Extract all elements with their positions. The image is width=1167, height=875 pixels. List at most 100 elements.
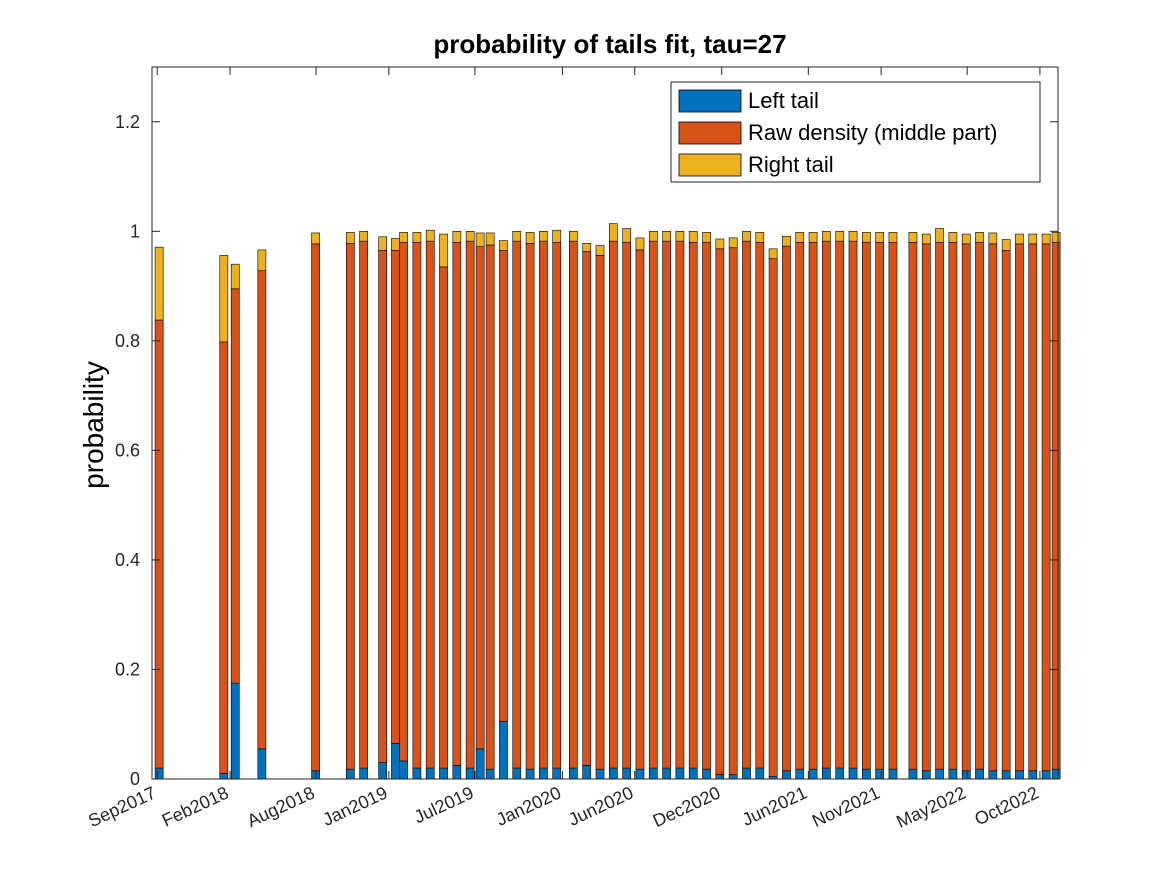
legend-swatch xyxy=(678,153,742,177)
bar-segment-left-36 xyxy=(755,767,765,780)
bar-segment-left-30 xyxy=(675,767,685,780)
bar-segment-left-55 xyxy=(1015,770,1024,780)
bar-segment-right-4 xyxy=(311,232,320,245)
bar-segment-raw-32 xyxy=(702,241,711,770)
bar-segment-raw-9 xyxy=(399,241,408,762)
bar-segment-raw-54 xyxy=(1001,250,1011,772)
bar-segment-raw-12 xyxy=(439,266,448,769)
bar-segment-right-14 xyxy=(465,231,475,242)
bar-segment-right-6 xyxy=(359,231,368,242)
bar-segment-raw-39 xyxy=(795,241,805,770)
bar-segment-right-22 xyxy=(569,231,578,242)
bar-segment-raw-34 xyxy=(728,247,738,775)
bar-segment-right-20 xyxy=(539,231,548,242)
bar-segment-right-32 xyxy=(702,232,711,243)
bar-segment-raw-13 xyxy=(452,241,462,766)
y-axis: 0 0.2 0.4 0.6 0.8 1 1.2 xyxy=(115,112,1058,789)
bar-segment-left-1 xyxy=(219,773,229,780)
bar-segment-left-5 xyxy=(345,768,355,780)
bar-segment-right-15 xyxy=(475,232,485,247)
legend-label: Right tail xyxy=(748,152,834,177)
bar-segment-right-36 xyxy=(755,232,765,243)
y-tick-label: 0 xyxy=(130,769,140,789)
bar-segment-raw-4 xyxy=(311,243,320,772)
bar-segment-left-33 xyxy=(715,774,725,780)
bar-segment-left-6 xyxy=(359,767,368,780)
bar-segment-raw-50 xyxy=(948,241,958,770)
bar-segment-raw-16 xyxy=(485,244,495,770)
bar-segment-raw-36 xyxy=(755,241,765,769)
bar-segment-left-41 xyxy=(822,767,831,780)
bar-segment-raw-55 xyxy=(1015,243,1024,772)
bar-segment-raw-42 xyxy=(835,240,845,769)
y-tick-label: 0.4 xyxy=(115,550,140,570)
bar-segment-left-42 xyxy=(835,767,845,780)
bar-segment-right-37 xyxy=(768,248,778,259)
bar-segment-raw-0 xyxy=(154,319,164,769)
bar-segment-left-21 xyxy=(552,767,562,780)
bar-segment-raw-58 xyxy=(1051,241,1061,770)
bar-segment-right-51 xyxy=(961,233,971,245)
bar-segment-right-23 xyxy=(582,243,592,252)
bar-segment-left-14 xyxy=(465,767,475,780)
bar-segment-raw-19 xyxy=(525,243,535,770)
bar-segment-left-18 xyxy=(512,767,522,780)
bar-segment-left-7 xyxy=(378,762,388,780)
bar-segment-right-16 xyxy=(485,232,495,246)
bar-segment-raw-31 xyxy=(688,241,698,769)
bar-segment-raw-8 xyxy=(391,250,400,744)
bar-segment-left-3 xyxy=(257,748,267,780)
bar-segment-left-0 xyxy=(154,767,164,780)
bar-segment-left-31 xyxy=(688,767,698,780)
bar-segment-left-50 xyxy=(948,768,958,780)
bar-segment-right-7 xyxy=(378,236,388,251)
bar-segment-right-0 xyxy=(154,246,164,321)
bar-segment-right-45 xyxy=(875,232,884,243)
bar-segment-right-44 xyxy=(861,232,871,243)
bar-segment-raw-46 xyxy=(888,241,898,770)
bar-segment-right-30 xyxy=(675,231,685,242)
bar-segment-left-35 xyxy=(742,767,751,780)
bar-segment-left-51 xyxy=(961,770,971,780)
y-tick-label: 0.2 xyxy=(115,659,140,679)
bar-segment-left-25 xyxy=(608,767,618,780)
bar-segment-left-22 xyxy=(569,767,578,780)
y-tick-label: 0.6 xyxy=(115,440,140,460)
bar-segment-right-26 xyxy=(622,228,631,243)
bar-segment-raw-10 xyxy=(412,241,422,769)
bar-segment-left-40 xyxy=(808,768,818,780)
bar-segment-raw-37 xyxy=(768,258,778,777)
bar-segment-right-3 xyxy=(257,249,267,272)
bar-segment-right-24 xyxy=(595,245,605,256)
bar-segment-left-2 xyxy=(230,682,240,780)
bar-segment-left-16 xyxy=(485,768,495,780)
bar-segment-left-28 xyxy=(648,767,658,780)
bar-segment-left-29 xyxy=(662,767,671,780)
bar-segment-raw-51 xyxy=(961,243,971,772)
bar-segment-left-34 xyxy=(728,774,738,780)
bar-segment-raw-56 xyxy=(1028,243,1038,772)
bar-segment-raw-20 xyxy=(539,240,548,769)
bar-segment-left-9 xyxy=(399,760,408,780)
bar-segment-left-10 xyxy=(412,767,422,780)
bar-segment-right-28 xyxy=(648,231,658,242)
bar-segment-raw-49 xyxy=(935,241,944,770)
bar-segment-raw-24 xyxy=(595,255,605,770)
bar-segment-left-23 xyxy=(582,765,592,780)
bar-segment-right-34 xyxy=(728,237,738,249)
bar-segment-left-43 xyxy=(848,767,858,780)
bar-segment-left-11 xyxy=(425,767,435,780)
legend-label: Left tail xyxy=(748,88,819,113)
bar-segment-right-2 xyxy=(230,263,240,290)
y-tick-label: 1.2 xyxy=(115,112,140,132)
bar-segment-right-40 xyxy=(808,232,818,243)
bar-segment-raw-53 xyxy=(988,243,998,772)
bar-segment-right-53 xyxy=(988,232,998,245)
bar-segment-raw-1 xyxy=(219,341,229,774)
bar-segment-right-52 xyxy=(975,232,984,243)
bar-segment-right-21 xyxy=(552,229,562,243)
bar-segment-left-52 xyxy=(975,768,984,780)
bar-segment-left-8 xyxy=(391,743,400,780)
bar-segment-right-48 xyxy=(921,233,931,245)
